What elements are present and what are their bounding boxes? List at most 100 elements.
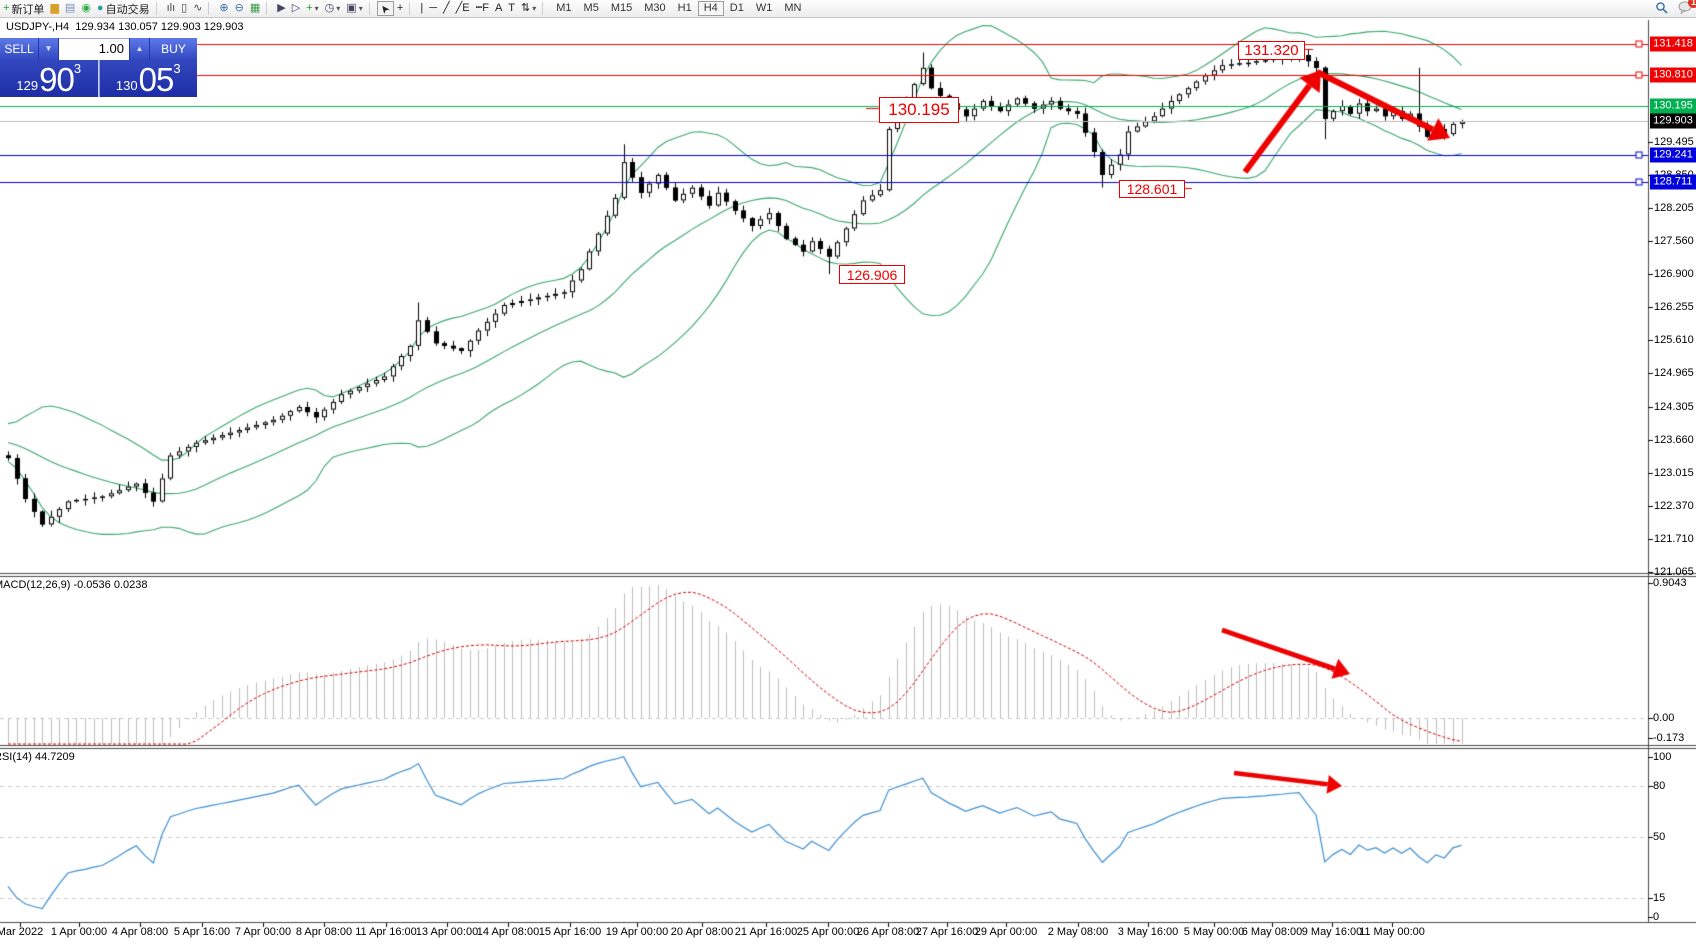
price-axis-tick[interactable]: 128.205 [1654,202,1694,214]
price-axis-tick[interactable]: 127.560 [1654,235,1694,247]
date-axis-label[interactable]: 11 May 00:00 [1359,926,1425,938]
strategy-test-button[interactable]: ▶ [274,1,288,16]
date-axis-label[interactable]: 27 Apr 16:00 [915,926,979,938]
price-axis-tick[interactable]: 124.305 [1654,401,1694,413]
autotrading-button[interactable]: ● 自动交易 [94,1,153,16]
date-axis-label[interactable]: 4 Apr 08:00 [111,926,169,938]
price-axis-tick[interactable]: 123.660 [1654,434,1694,446]
line-chart-button[interactable]: ∿ [190,1,205,16]
date-axis-label[interactable]: 7 Apr 00:00 [234,926,292,938]
lot-size-input[interactable]: 1.00 [59,38,129,60]
timeframe-m30-button[interactable]: M30 [644,2,666,14]
timeframe-w1-button[interactable]: W1 [755,2,773,14]
new-chart-button[interactable]: + ▾ [303,1,321,16]
macd-axis-tick[interactable]: -0.173 [1653,732,1685,744]
date-axis-label[interactable]: 20 Apr 08:00 [670,926,734,938]
text-button[interactable]: A [492,1,505,16]
date-axis-label[interactable]: 8 Apr 08:00 [295,926,353,938]
price-axis-tick[interactable]: 123.015 [1654,467,1694,479]
price-callout-label[interactable]: 128.601 [1119,180,1185,198]
buy-price-big-figure: 130 [115,78,138,93]
market-watch-icon[interactable]: ▆ [47,1,61,16]
timeframe-h1-button[interactable]: H1 [677,2,692,14]
vertical-line-button[interactable]: | [417,1,426,16]
lot-decrease-button[interactable]: ▼ [38,38,59,60]
date-axis-label[interactable]: 6 May 08:00 [1241,926,1303,938]
price-callout-label[interactable]: 130.195 [879,97,959,123]
timeframe-m15-button[interactable]: M15 [610,2,633,14]
tile-windows-button[interactable]: ▦ [247,1,263,16]
period-icon: ◷ [324,2,335,14]
date-axis-label[interactable]: 21 Apr 16:00 [734,926,798,938]
date-axis-label[interactable]: 5 Apr 16:00 [173,926,231,938]
text-label-button[interactable]: T [505,1,518,16]
timeframe-m5-button[interactable]: M5 [583,2,599,14]
toolbar-separator [155,2,162,15]
timeframe-m1-button[interactable]: M1 [556,2,572,14]
horizontal-line-button[interactable]: ─ [426,1,440,16]
candlestick-chart-button[interactable]: ▯ [178,1,190,16]
buy-button[interactable]: BUY [150,38,197,60]
new-order-button[interactable]: + 新订单 [0,1,47,16]
price-axis-tick[interactable]: 126.900 [1654,268,1694,280]
lot-increase-button[interactable]: ▲ [129,38,150,60]
notifications-chat-icon[interactable]: 1 [1678,0,1696,17]
rsi-axis-tick[interactable]: 50 [1653,831,1666,843]
macd-axis-tick[interactable]: 0.00 [1653,712,1675,724]
date-axis-label[interactable]: 29 Apr 00:00 [974,926,1038,938]
date-axis-label[interactable]: 5 May 00:00 [1183,926,1245,938]
text-icon: A [494,2,503,14]
period-button[interactable]: ◷ ▾ [322,1,344,16]
price-axis-tick[interactable]: 121.065 [1654,566,1694,578]
data-window-icon[interactable]: ▤ [62,1,78,16]
arrows-button[interactable]: ⇅ ▾ [518,1,539,16]
date-axis-label[interactable]: 3 May 16:00 [1117,926,1179,938]
timeframe-h4-button[interactable]: H4 [697,1,724,16]
price-axis-tick[interactable]: 124.965 [1654,367,1694,379]
rsi-axis-tick[interactable]: 100 [1653,751,1672,763]
sell-price-big-figure: 129 [16,78,39,93]
fibonacci-button[interactable]: ┅F [473,1,492,16]
zoom-in-icon: ⊕ [219,2,229,14]
date-axis-label[interactable]: 1 Apr 00:00 [50,926,108,938]
bar-chart-button[interactable]: ılı [164,1,179,16]
timeframe-mn-button[interactable]: MN [784,2,802,14]
price-axis-tick[interactable]: 125.610 [1654,334,1694,346]
price-axis-tick[interactable]: 122.370 [1654,500,1694,512]
sell-button[interactable]: SELL [0,38,38,60]
price-axis-tick[interactable]: 129.495 [1654,136,1694,148]
date-axis-label[interactable]: 19 Apr 00:00 [605,926,669,938]
chart-shift-button[interactable]: ▷ [289,1,303,16]
price-callout-label[interactable]: 131.320 [1238,41,1305,60]
trendline-button[interactable]: ╱ [440,1,453,16]
zoom-in-button[interactable]: ⊕ [216,1,231,16]
date-axis-label[interactable]: Mar 2022 [0,926,44,938]
zoom-out-button[interactable]: ⊖ [232,1,247,16]
date-axis-label[interactable]: 11 Apr 16:00 [355,926,417,938]
date-axis-label[interactable]: 15 Apr 16:00 [538,926,602,938]
macd-axis-tick[interactable]: 0.9043 [1653,577,1687,589]
search-icon[interactable] [1655,1,1668,17]
crosshair-button[interactable]: + [394,1,406,16]
date-axis-label[interactable]: 14 Apr 08:00 [476,926,540,938]
channel-button[interactable]: ╱E [453,1,473,16]
sell-price[interactable]: 129 90 3 [0,60,99,97]
template-button[interactable]: ▣ ▾ [343,1,365,16]
date-axis-label[interactable]: 9 May 16:00 [1301,926,1363,938]
rsi-axis-tick[interactable]: 0 [1653,911,1660,923]
timeframe-d1-button[interactable]: D1 [729,2,744,14]
cursor-button[interactable]: ➤ [376,1,394,16]
price-axis-tick[interactable]: 121.710 [1654,533,1694,545]
price-level-badge: 128.711 [1650,174,1696,190]
price-axis-tick[interactable]: 126.255 [1654,301,1694,313]
price-callout-label[interactable]: 126.906 [839,265,905,284]
date-axis-label[interactable]: 2 May 08:00 [1047,926,1109,938]
date-axis-label[interactable]: 26 Apr 08:00 [856,926,920,938]
signals-icon[interactable]: ◉ [78,1,94,16]
date-axis-label[interactable]: 25 Apr 00:00 [796,926,860,938]
date-axis-label[interactable]: 13 Apr 00:00 [415,926,479,938]
rsi-axis-tick[interactable]: 15 [1653,892,1666,904]
buy-price[interactable]: 130 05 3 [98,60,198,97]
rsi-axis-tick[interactable]: 80 [1653,780,1666,792]
